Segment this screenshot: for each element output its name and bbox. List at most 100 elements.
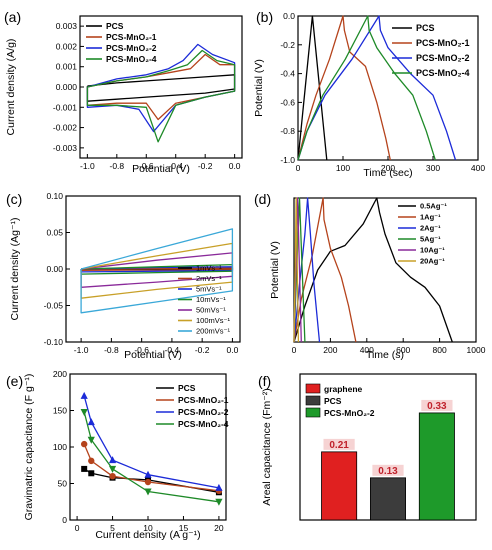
x-axis-label: Time (s) — [366, 349, 404, 361]
panel-letter: (d) — [254, 191, 271, 207]
bar-value-label: 0.13 — [378, 466, 398, 477]
x-tick-label: -0.6 — [139, 161, 154, 171]
x-tick-label: -0.4 — [165, 345, 180, 355]
x-tick-label: 0.0 — [229, 161, 241, 171]
y-axis-label: Gravimatric capacitance (F g⁻¹) — [23, 374, 35, 521]
legend-entry: 0.5Ag⁻¹ — [420, 202, 447, 211]
y-axis-label: Current density (A/g) — [5, 39, 17, 136]
legend-entry: 1Ag⁻¹ — [420, 213, 441, 222]
series-line — [293, 197, 357, 343]
legend-entry: 2mVs⁻¹ — [196, 274, 222, 283]
legend-entry: 2Ag⁻¹ — [420, 224, 441, 233]
x-tick-label: 300 — [426, 163, 440, 173]
x-tick-label: -0.2 — [198, 161, 213, 171]
y-tick-label: -0.003 — [53, 143, 77, 153]
legend-entry: PCS-MnO₂-1 — [178, 395, 229, 405]
value-label-bg — [421, 399, 453, 411]
y-axis-label: Potential (V) — [269, 241, 281, 299]
x-axis-label: Current density (A g⁻¹) — [95, 529, 200, 541]
y-tick-label: -0.4 — [280, 69, 295, 79]
x-tick-label: 20 — [214, 523, 224, 533]
y-tick-label: -0.6 — [280, 97, 295, 107]
data-point — [80, 391, 88, 399]
data-point — [88, 457, 95, 465]
legend-entry: 5Ag⁻¹ — [420, 235, 441, 244]
legend-entry: PCS-MnO₂-4 — [106, 54, 157, 64]
bar-value-label: 0.33 — [427, 401, 447, 412]
y-tick-label: 200 — [53, 369, 67, 379]
x-tick-label: 200 — [381, 163, 395, 173]
data-point — [80, 408, 88, 416]
data-point — [108, 465, 117, 473]
bar — [369, 477, 406, 521]
legend-entry: PCS-MnO₂-4 — [416, 68, 470, 78]
y-axis-label: Areal capacitance (Fm⁻²) — [261, 388, 273, 506]
series-line — [297, 15, 328, 161]
legend-entry: PCS-MnO₂-4 — [178, 419, 229, 429]
y-tick-label: 100 — [53, 442, 67, 452]
y-tick-label: -0.10 — [44, 337, 64, 347]
panel-letter: (a) — [4, 9, 21, 25]
series-line — [297, 15, 391, 161]
y-axis-label: Potential (V) — [253, 59, 265, 117]
series-line — [86, 49, 236, 143]
y-tick-label: 0.000 — [56, 82, 78, 92]
data-point — [88, 470, 95, 477]
x-tick-label: 200 — [323, 345, 337, 355]
series-line — [80, 228, 234, 314]
y-tick-label: 0.001 — [56, 62, 78, 72]
x-tick-label: 800 — [433, 345, 447, 355]
x-tick-label: -0.8 — [104, 345, 119, 355]
legend-entry: 5mVs⁻¹ — [196, 285, 222, 294]
legend-entry: 50mVs⁻¹ — [196, 306, 226, 315]
legend-entry: PCS-MnO₂-1 — [416, 38, 470, 48]
data-point — [144, 470, 152, 478]
y-tick-label: -0.05 — [44, 301, 64, 311]
y-tick-label: 0.00 — [46, 264, 63, 274]
x-tick-label: -0.4 — [168, 161, 183, 171]
plot-frame — [293, 197, 477, 343]
data-point — [144, 478, 152, 486]
data-point — [215, 483, 223, 491]
panel-a: (a) -1.0 -0.8 -0.6 -0.4 -0.2 0.0 -0.003 -0.002 -0… — [4, 9, 243, 175]
y-tick-label: 0.003 — [56, 21, 78, 31]
legend-entry: PCS-MnO₂-1 — [106, 32, 157, 42]
x-tick-label: -1.0 — [80, 161, 95, 171]
panel-letter: (e) — [6, 373, 23, 389]
x-tick-label: 5 — [110, 523, 115, 533]
legend-entry: PCS-MnO₂-2 — [324, 408, 375, 418]
y-tick-label: 0.10 — [46, 191, 63, 201]
x-tick-label: -0.8 — [109, 161, 124, 171]
panel-letter: (c) — [6, 191, 22, 207]
x-tick-label: 0 — [296, 163, 301, 173]
x-tick-label: 0.0 — [227, 345, 239, 355]
y-tick-label: -1.0 — [280, 155, 295, 165]
value-label-bg — [323, 438, 355, 450]
legend-entry: 1mVs⁻¹ — [196, 264, 222, 273]
data-point — [215, 498, 223, 506]
data-point — [109, 473, 116, 480]
x-tick-label: 15 — [179, 523, 189, 533]
legend-entry: 10Ag⁻¹ — [420, 246, 445, 255]
series-line — [86, 53, 236, 121]
x-axis-label: Potential (V) — [124, 349, 182, 361]
x-tick-label: 1000 — [467, 345, 486, 355]
panel-letter: (f) — [258, 373, 271, 389]
data-point — [87, 436, 95, 444]
x-tick-label: 0 — [292, 345, 297, 355]
legend-entry: PCS-MnO₂-2 — [416, 53, 470, 63]
x-tick-label: -1.0 — [74, 345, 89, 355]
legend-entry: PCS — [106, 21, 124, 31]
x-tick-label: 10 — [143, 523, 153, 533]
legend-entry: PCS-MnO₂-2 — [106, 43, 157, 53]
y-tick-label: 0.002 — [56, 41, 78, 51]
bar — [321, 451, 358, 521]
data-point — [144, 488, 152, 496]
legend-swatch — [305, 407, 321, 418]
y-axis-label: Current density (Ag⁻¹) — [9, 218, 21, 321]
legend-swatch — [305, 383, 321, 394]
series-line — [293, 197, 453, 343]
x-tick-label: -0.6 — [134, 345, 149, 355]
